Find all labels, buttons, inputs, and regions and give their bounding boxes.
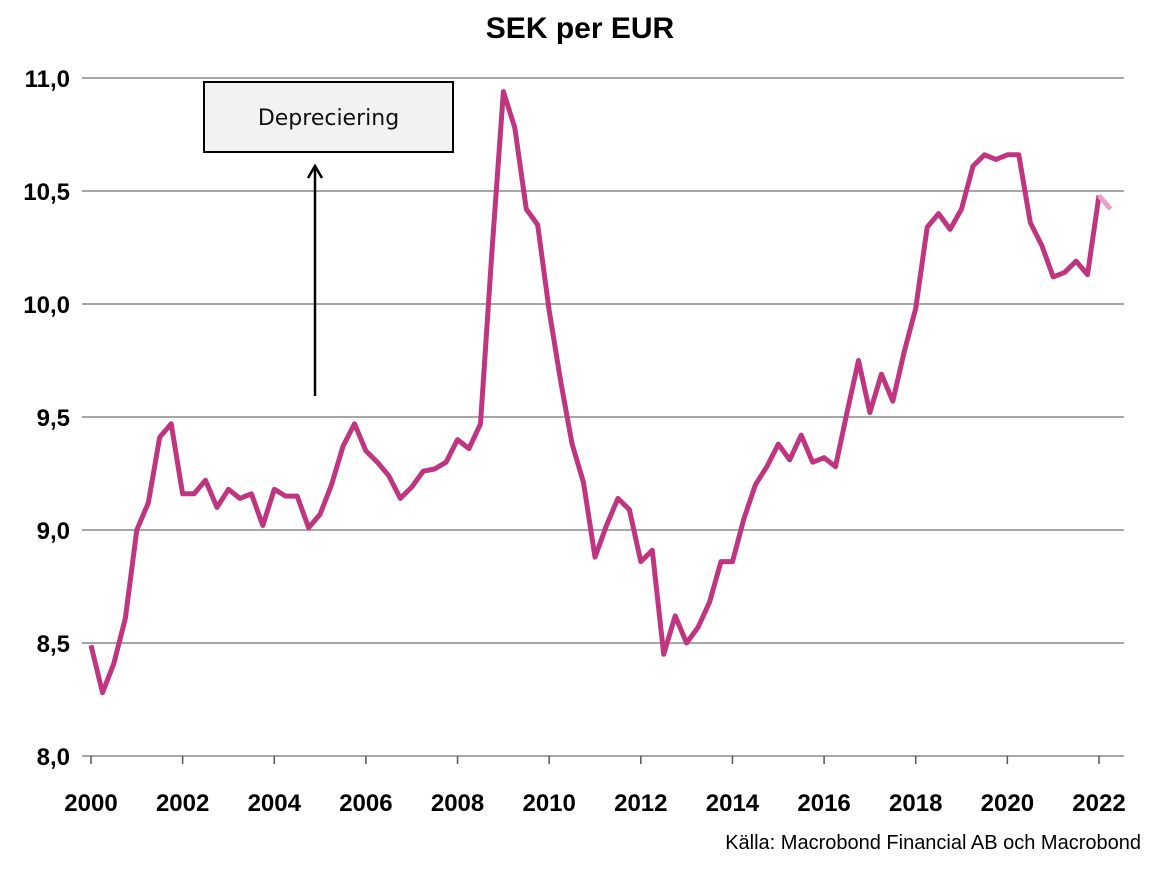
- x-tick-label: 2002: [156, 790, 209, 817]
- x-tick-label: 2006: [339, 790, 392, 817]
- annotation-arrow-head: [306, 163, 324, 179]
- y-tick-label: 10,0: [23, 292, 70, 319]
- x-tick-label: 2010: [522, 790, 575, 817]
- x-axis-ticks: 2000 2002 2004 2006 2008 2010 2012 2014 2016 2018…: [64, 756, 1126, 817]
- annotation: Depreciering: [203, 81, 454, 396]
- y-tick-label: 8,5: [37, 631, 70, 658]
- x-tick-label: 2018: [889, 790, 942, 817]
- x-tick-label: 2016: [797, 790, 850, 817]
- x-tick-label: 2012: [614, 790, 667, 817]
- series-line-latest: [1097, 193, 1113, 211]
- chart-title: SEK per EUR: [486, 12, 675, 45]
- x-tick-label: 2000: [64, 790, 117, 817]
- y-tick-label: 11,0: [25, 66, 70, 93]
- series-line: [88, 89, 1102, 696]
- x-tick-label: 2014: [706, 790, 760, 817]
- annotation-label: Depreciering: [258, 106, 399, 131]
- x-tick-label: 2008: [431, 790, 484, 817]
- x-tick-label: 2020: [981, 790, 1034, 817]
- x-tick-label: 2004: [248, 790, 302, 817]
- series-sek-per-eur: [88, 89, 1113, 696]
- y-tick-label: 9,5: [37, 405, 70, 432]
- annotation-box: [203, 81, 454, 153]
- y-tick-label: 10,5: [23, 179, 70, 206]
- y-tick-label: 9,0: [37, 518, 70, 545]
- source-note: Källa: Macrobond Financial AB och Macrob…: [725, 832, 1141, 854]
- x-tick-label: 2022: [1072, 790, 1125, 817]
- y-axis-ticks: 8,0 8,5 9,0 9,5 10,0 10,5 11,0: [23, 66, 70, 771]
- y-tick-label: 8,0: [37, 744, 70, 771]
